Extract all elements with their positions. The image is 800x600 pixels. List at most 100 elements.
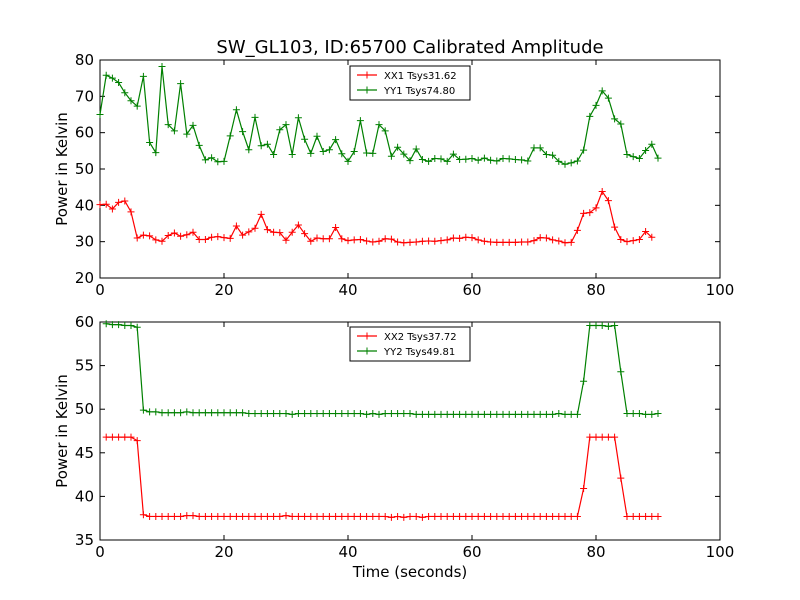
legend-box bbox=[349, 326, 471, 362]
data-point-marker bbox=[381, 235, 389, 243]
data-point-marker bbox=[387, 513, 395, 521]
data-point-marker bbox=[567, 512, 575, 520]
data-point-marker bbox=[332, 223, 340, 231]
data-point-marker bbox=[189, 409, 197, 417]
data-point-marker bbox=[369, 410, 377, 418]
data-point-marker bbox=[412, 512, 420, 520]
data-point-marker bbox=[635, 235, 643, 243]
data-point-marker bbox=[493, 512, 501, 520]
data-point-marker bbox=[611, 223, 619, 231]
data-point-marker bbox=[431, 410, 439, 418]
x-tick-label: 60 bbox=[462, 281, 481, 299]
data-point-marker bbox=[418, 237, 426, 245]
data-point-marker bbox=[604, 322, 612, 330]
data-point-marker bbox=[108, 433, 116, 441]
data-point-marker bbox=[369, 512, 377, 520]
data-point-marker bbox=[635, 512, 643, 520]
data-point-marker bbox=[214, 512, 222, 520]
data-point-marker bbox=[468, 512, 476, 520]
data-point-marker bbox=[611, 433, 619, 441]
data-point-marker bbox=[542, 150, 550, 158]
data-point-marker bbox=[189, 228, 197, 236]
data-point-marker bbox=[115, 198, 123, 206]
data-point-marker bbox=[288, 410, 296, 418]
data-point-marker bbox=[518, 238, 526, 246]
data-point-marker bbox=[499, 512, 507, 520]
data-point-marker bbox=[480, 410, 488, 418]
data-point-marker bbox=[474, 236, 482, 244]
data-point-marker bbox=[263, 226, 271, 234]
data-point-marker bbox=[319, 512, 327, 520]
data-point-marker bbox=[387, 235, 395, 243]
data-point-marker bbox=[263, 512, 271, 520]
data-point-marker bbox=[356, 512, 364, 520]
data-point-marker bbox=[412, 145, 420, 153]
data-point-marker bbox=[307, 410, 315, 418]
data-point-marker bbox=[239, 231, 247, 239]
data-point-marker bbox=[158, 512, 166, 520]
data-point-marker bbox=[629, 410, 637, 418]
data-point-marker bbox=[480, 512, 488, 520]
data-point-marker bbox=[611, 321, 619, 329]
legend-label: XX2 Tsys37.72 bbox=[384, 332, 457, 343]
legend-label: YY1 Tsys74.80 bbox=[383, 86, 455, 97]
data-point-marker bbox=[462, 512, 470, 520]
data-point-marker bbox=[480, 154, 488, 162]
data-point-marker bbox=[294, 114, 302, 122]
data-point-marker bbox=[437, 512, 445, 520]
data-point-marker bbox=[177, 80, 185, 88]
data-point-marker bbox=[580, 209, 588, 217]
data-point-marker bbox=[245, 410, 253, 418]
y-tick-label: 55 bbox=[75, 357, 94, 375]
data-point-marker bbox=[542, 410, 550, 418]
bottom-plot: 0 20 40 60 80 100 35 40 45 50 55 60 Power in Kelvin T… bbox=[53, 313, 734, 581]
y-tick-label: 60 bbox=[75, 313, 94, 331]
data-point-marker bbox=[598, 321, 606, 329]
data-point-marker bbox=[239, 512, 247, 520]
data-point-marker bbox=[115, 321, 123, 329]
data-point-marker bbox=[325, 410, 333, 418]
data-point-marker bbox=[356, 235, 364, 243]
data-point-marker bbox=[487, 238, 495, 246]
data-point-marker bbox=[288, 150, 296, 158]
data-point-marker bbox=[493, 157, 501, 165]
data-point-marker bbox=[226, 132, 234, 140]
data-point-marker bbox=[170, 229, 178, 237]
data-point-marker bbox=[437, 155, 445, 163]
data-point-marker bbox=[598, 188, 606, 196]
data-point-marker bbox=[598, 87, 606, 95]
data-point-marker bbox=[549, 512, 557, 520]
data-point-marker bbox=[133, 102, 141, 110]
x-tick-label: 80 bbox=[586, 281, 605, 299]
data-point-marker bbox=[226, 512, 234, 520]
data-point-marker bbox=[189, 121, 197, 129]
y-tick-label: 40 bbox=[75, 487, 94, 505]
data-point-marker bbox=[115, 433, 123, 441]
data-point-marker bbox=[294, 512, 302, 520]
data-point-marker bbox=[363, 237, 371, 245]
x-tick-label: 100 bbox=[706, 281, 735, 299]
data-point-marker bbox=[146, 232, 154, 240]
data-point-marker bbox=[561, 410, 569, 418]
data-point-marker bbox=[487, 410, 495, 418]
data-point-marker bbox=[511, 512, 519, 520]
data-point-marker bbox=[276, 126, 284, 134]
data-point-marker bbox=[356, 410, 364, 418]
data-point-marker bbox=[108, 321, 116, 329]
data-point-marker bbox=[586, 112, 594, 120]
x-tick-label: 40 bbox=[338, 281, 357, 299]
data-point-marker bbox=[406, 157, 414, 165]
data-point-marker bbox=[437, 237, 445, 245]
data-point-marker bbox=[208, 409, 216, 417]
data-point-marker bbox=[220, 512, 228, 520]
data-point-marker bbox=[394, 512, 402, 520]
data-point-marker bbox=[170, 409, 178, 417]
y-tick-label: 70 bbox=[75, 87, 94, 105]
data-point-marker bbox=[511, 410, 519, 418]
data-point-marker bbox=[158, 63, 166, 71]
data-point-marker bbox=[220, 234, 228, 242]
data-point-marker bbox=[629, 512, 637, 520]
data-point-marker bbox=[146, 138, 154, 146]
data-point-marker bbox=[146, 512, 154, 520]
data-point-marker bbox=[307, 237, 315, 245]
